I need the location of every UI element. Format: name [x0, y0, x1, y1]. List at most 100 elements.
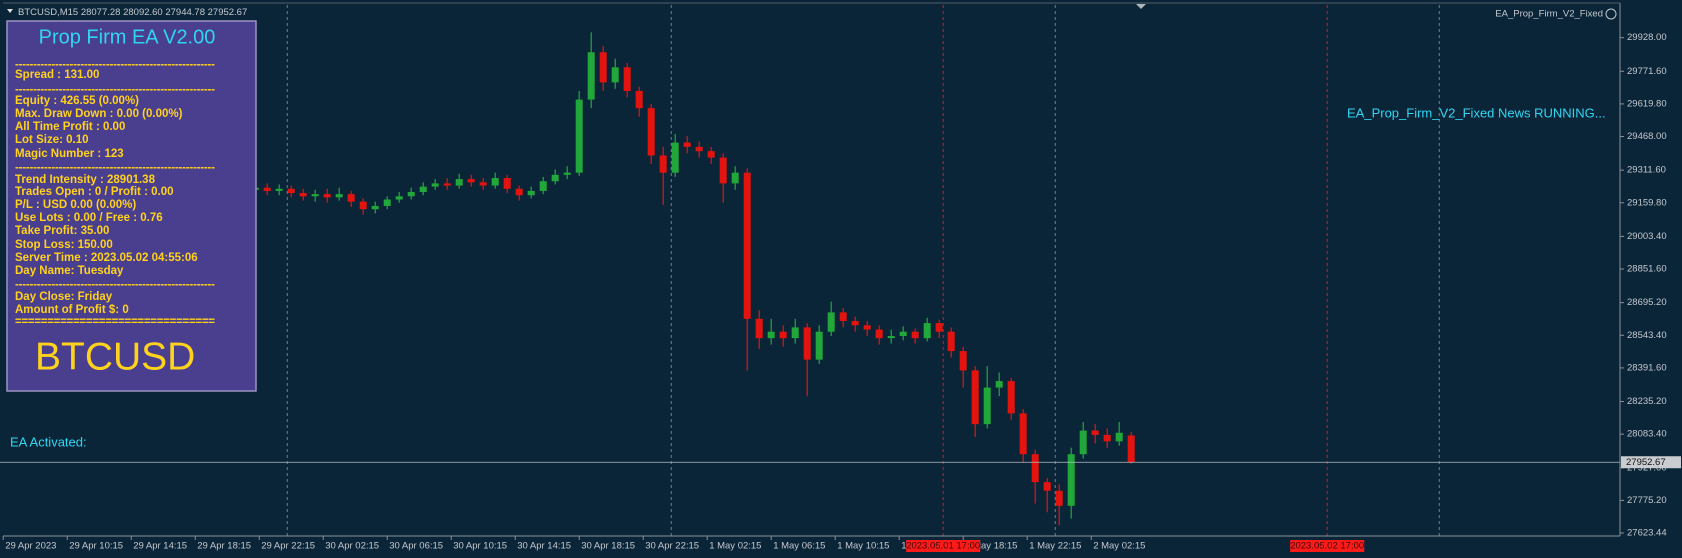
panel-line: Day Name: Tuesday [15, 265, 124, 277]
candle-body [623, 67, 631, 91]
candle-body [263, 187, 271, 191]
candle-body [983, 387, 991, 425]
candle-body [923, 323, 931, 339]
event-label-box [1290, 540, 1365, 552]
x-tick-label: 29 Apr 18:15 [197, 541, 251, 552]
panel-line: ----------------------------------------… [15, 162, 215, 174]
y-tick-label: 27623.44 [1627, 528, 1667, 539]
x-tick-label: 30 Apr 14:15 [517, 541, 571, 552]
candle-body [1127, 435, 1135, 463]
candle-body [599, 52, 607, 83]
x-tick-label: 2 May 02:15 [1093, 541, 1145, 552]
candle-body [551, 174, 559, 182]
candle-body [791, 327, 799, 339]
y-tick-label: 27775.20 [1627, 495, 1667, 506]
candle-body [563, 172, 571, 175]
candle-body [395, 196, 403, 200]
candle-body [371, 205, 379, 210]
panel-line: Equity : 426.55 (0.00%) [15, 95, 139, 107]
y-tick-label: 28083.40 [1627, 429, 1667, 440]
x-tick-label: 29 Apr 22:15 [261, 541, 315, 552]
candle-body [1103, 434, 1111, 442]
candle-body [683, 142, 691, 147]
candle-body [911, 331, 919, 339]
y-tick-label: 29468.00 [1627, 131, 1667, 142]
panel-line: Lot Size: 0.10 [15, 134, 89, 146]
x-tick-label: 1 May 10:15 [837, 541, 889, 552]
candle-body [1031, 454, 1039, 483]
panel-title: Prop Firm EA V2.00 [39, 26, 216, 48]
candle-body [1043, 482, 1051, 491]
panel-line: ----------------------------------------… [15, 59, 215, 71]
candle-body [479, 182, 487, 186]
y-tick-label: 29771.60 [1627, 66, 1667, 77]
candle-body [407, 191, 415, 197]
candle-body [1115, 432, 1123, 442]
candle-body [587, 52, 595, 100]
panel-line: Trend Intensity : 28901.38 [15, 174, 156, 186]
candle-body [743, 172, 751, 319]
candle-body [995, 381, 1003, 388]
y-tick-label: 29311.60 [1627, 165, 1666, 176]
x-tick-label: 30 Apr 02:15 [325, 541, 379, 552]
y-tick-label: 28235.20 [1627, 396, 1667, 407]
candle-body [383, 199, 391, 206]
candle-body [815, 331, 823, 360]
chart-header: BTCUSD,M15 28077.28 28092.60 27944.78 27… [18, 7, 247, 18]
candle-body [467, 179, 475, 183]
close: 27952.67 [208, 7, 248, 18]
plot-area [0, 5, 1620, 536]
candle-body [335, 194, 343, 198]
y-tick-label: 28695.20 [1627, 297, 1667, 308]
x-tick-label: 1 May 18:15 [965, 541, 1017, 552]
candle-body [431, 183, 439, 187]
candle-body [755, 318, 763, 339]
menu-arrow[interactable] [7, 9, 13, 13]
candle-body [527, 190, 535, 196]
candle-body [731, 172, 739, 184]
panel-lines: ----------------------------------------… [15, 59, 215, 328]
panel-line: Day Close: Friday [15, 291, 113, 303]
candle-body [671, 142, 679, 173]
panel-line: Use Lots : 0.00 / Free : 0.76 [15, 212, 163, 224]
shift-marker [1136, 4, 1146, 9]
candle-body [1067, 454, 1075, 506]
x-tick-label: 30 Apr 06:15 [389, 541, 443, 552]
x-tick-label: 29 Apr 2023 [5, 541, 56, 552]
candle-body [347, 194, 355, 202]
candle-body [1079, 430, 1087, 455]
candle-body [935, 323, 943, 332]
x-tick-label: 30 Apr 18:15 [581, 541, 635, 552]
candle-body [971, 370, 979, 425]
panel-line: Server Time : 2023.05.02 04:55:06 [15, 252, 198, 264]
panel-line: All Time Profit : 0.00 [15, 121, 125, 133]
candle-body [1007, 381, 1015, 414]
x-tick-label: 30 Apr 22:15 [645, 541, 699, 552]
price-label-box [1621, 456, 1681, 469]
y-tick-label: 29003.40 [1627, 231, 1667, 242]
panel-line: P/L : USD 0.00 (0.00%) [15, 199, 136, 211]
candle-body [899, 331, 907, 337]
panel-line: ----------------------------------------… [15, 84, 215, 96]
candle-body [839, 312, 847, 321]
y-tick-label: 28851.60 [1627, 264, 1667, 275]
event-label: 2023.05.01 17:00 [906, 541, 980, 552]
candle-body [491, 178, 499, 186]
candle-body [575, 99, 583, 173]
panel-line: Magic Number : 123 [15, 148, 124, 160]
x-tick-label: 1 May 22:15 [1029, 541, 1081, 552]
candle-body [863, 325, 871, 330]
candle-body [299, 193, 307, 197]
candle-body [851, 320, 859, 326]
low: 27944.78 [165, 7, 205, 18]
candle-body [647, 108, 655, 156]
x-tick-label: 1 May 06:15 [773, 541, 825, 552]
y-tick-label: 29159.80 [1627, 197, 1667, 208]
info-panel [6, 20, 257, 392]
candle-body [947, 331, 955, 352]
panel-line: =============================== [15, 316, 215, 328]
candle-body [455, 179, 463, 186]
indicator-icon[interactable] [1605, 8, 1617, 20]
candle-body [515, 188, 523, 196]
